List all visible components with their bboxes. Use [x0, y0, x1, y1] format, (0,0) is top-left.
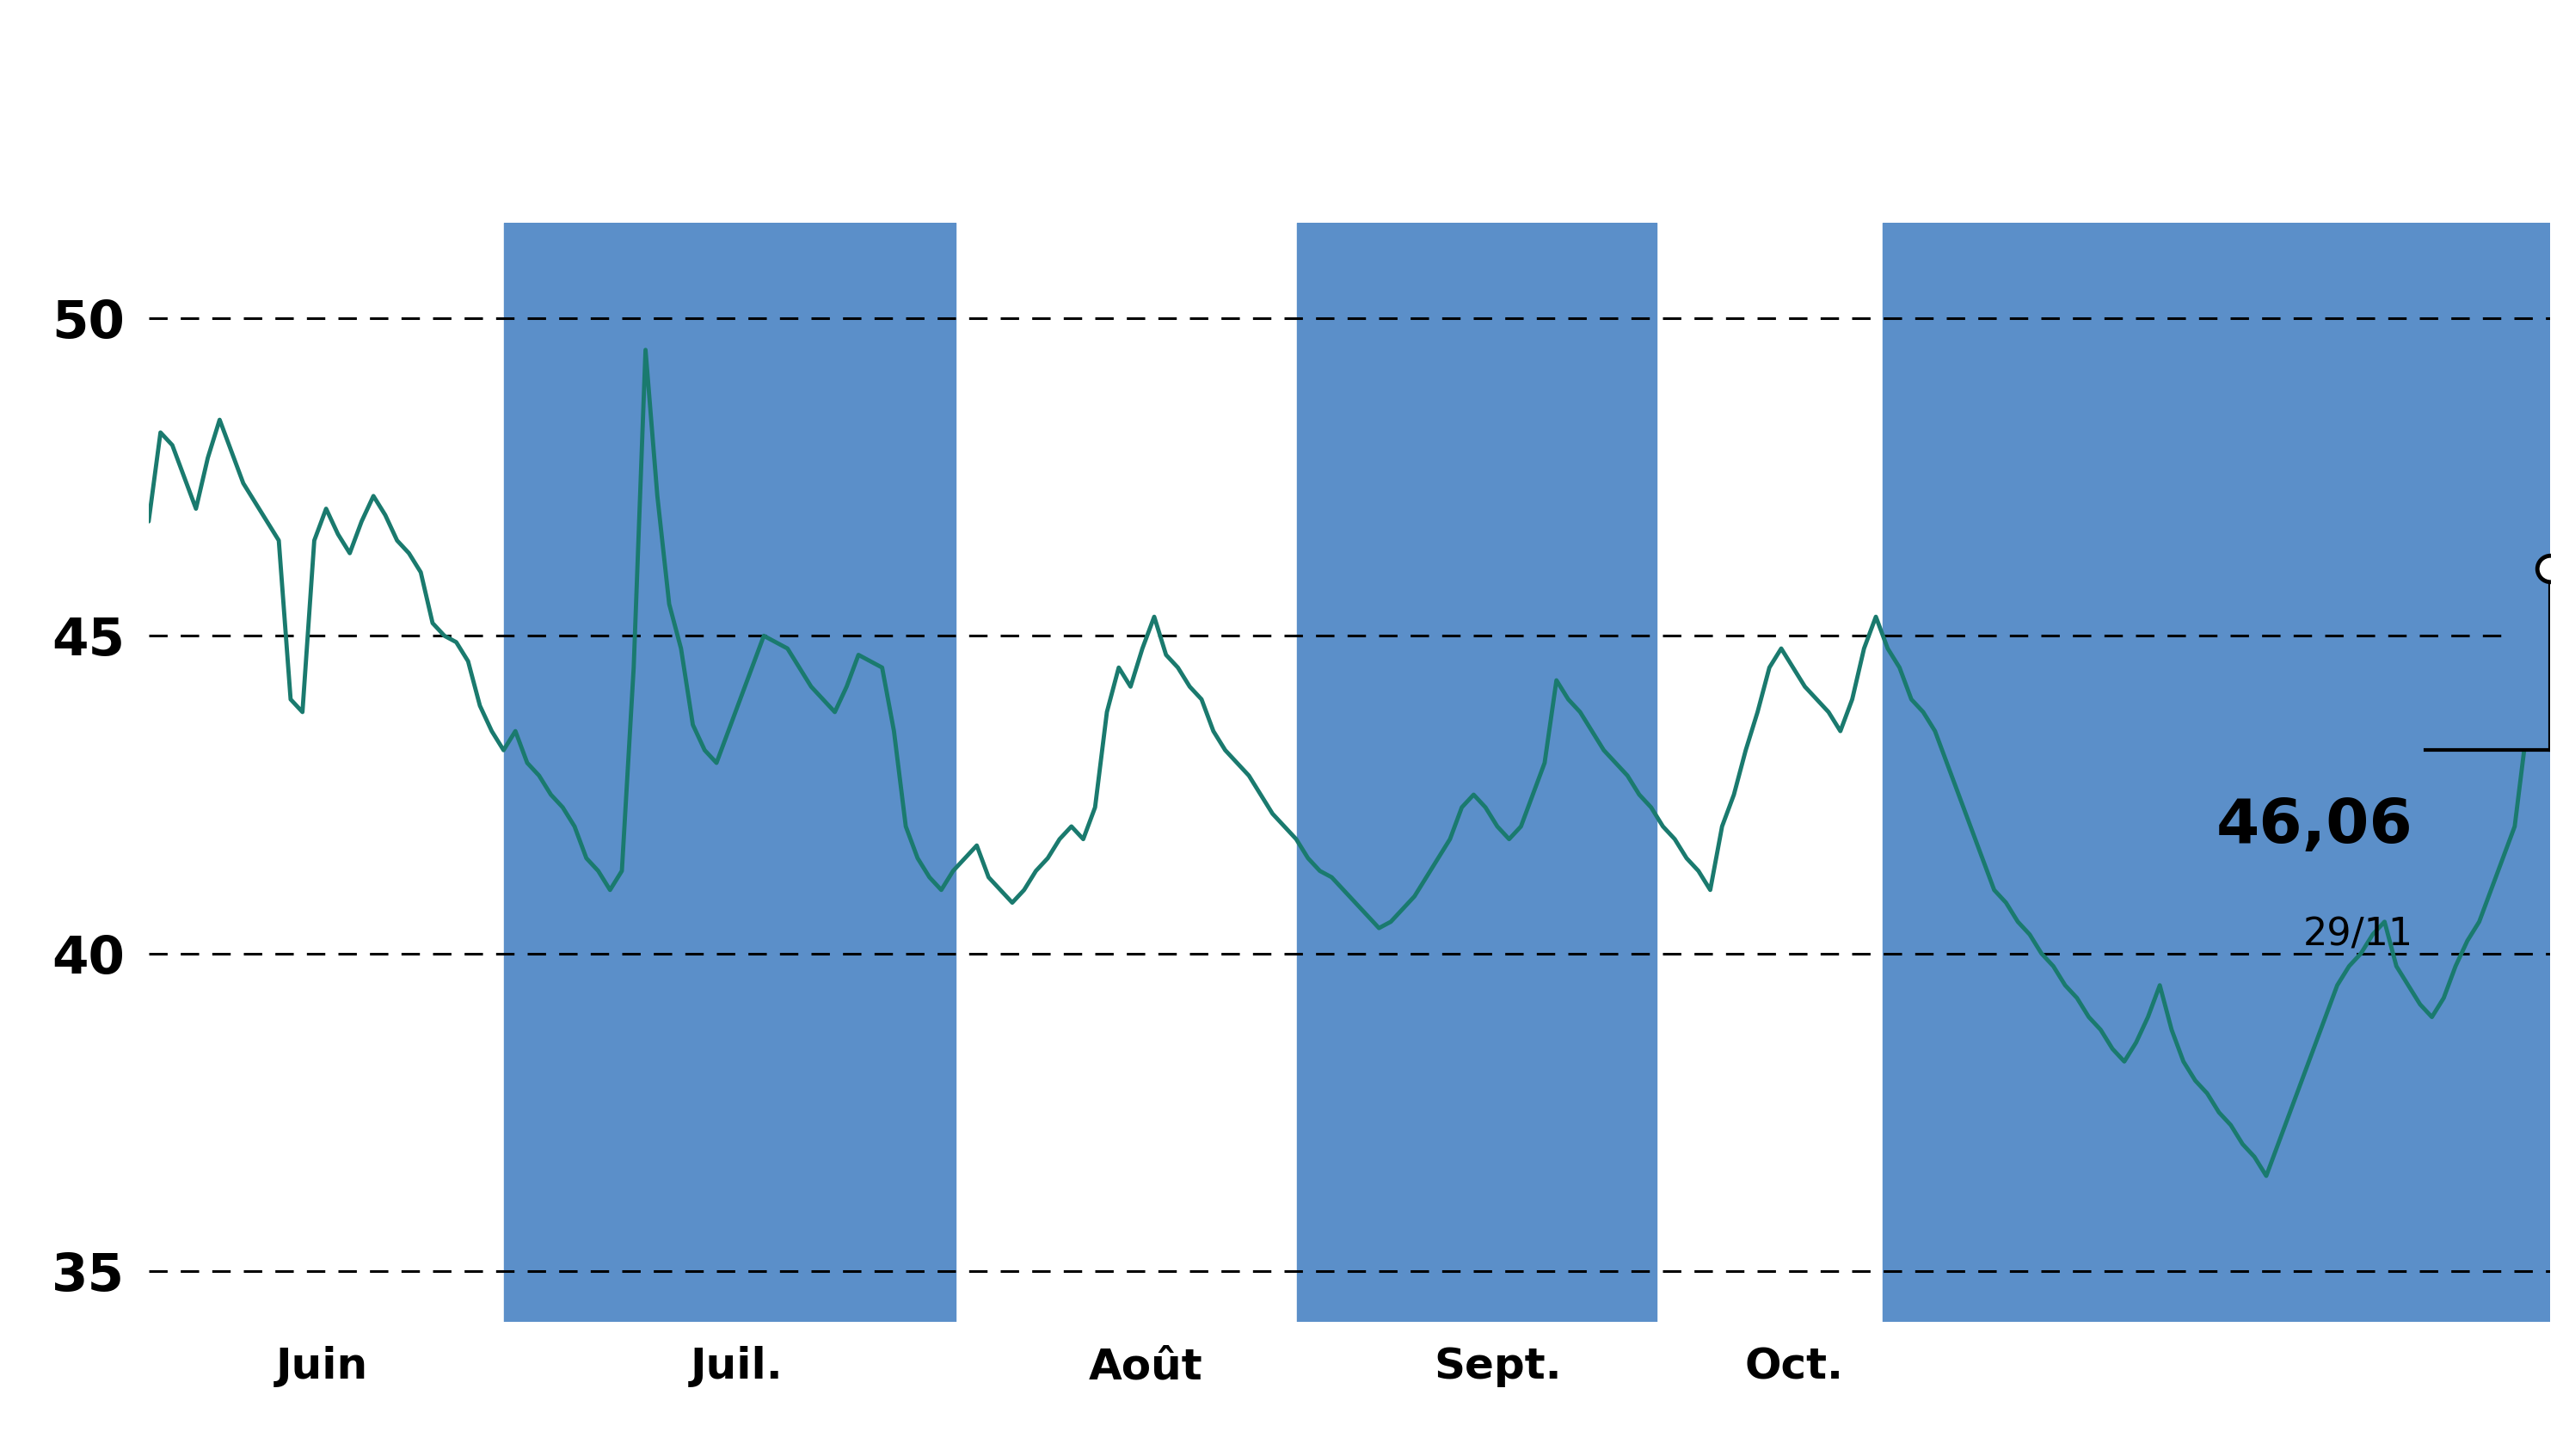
Bar: [1884, 223, 2550, 1322]
Text: Eckert & Ziegler Strahlen- und Medizintechnik AG: Eckert & Ziegler Strahlen- und Medizinte…: [77, 57, 2486, 140]
Bar: [505, 223, 956, 1322]
Polygon shape: [2425, 568, 2550, 750]
Text: 46,06: 46,06: [2217, 796, 2414, 856]
Bar: [1297, 223, 1656, 1322]
Text: 29/11: 29/11: [2304, 916, 2414, 952]
